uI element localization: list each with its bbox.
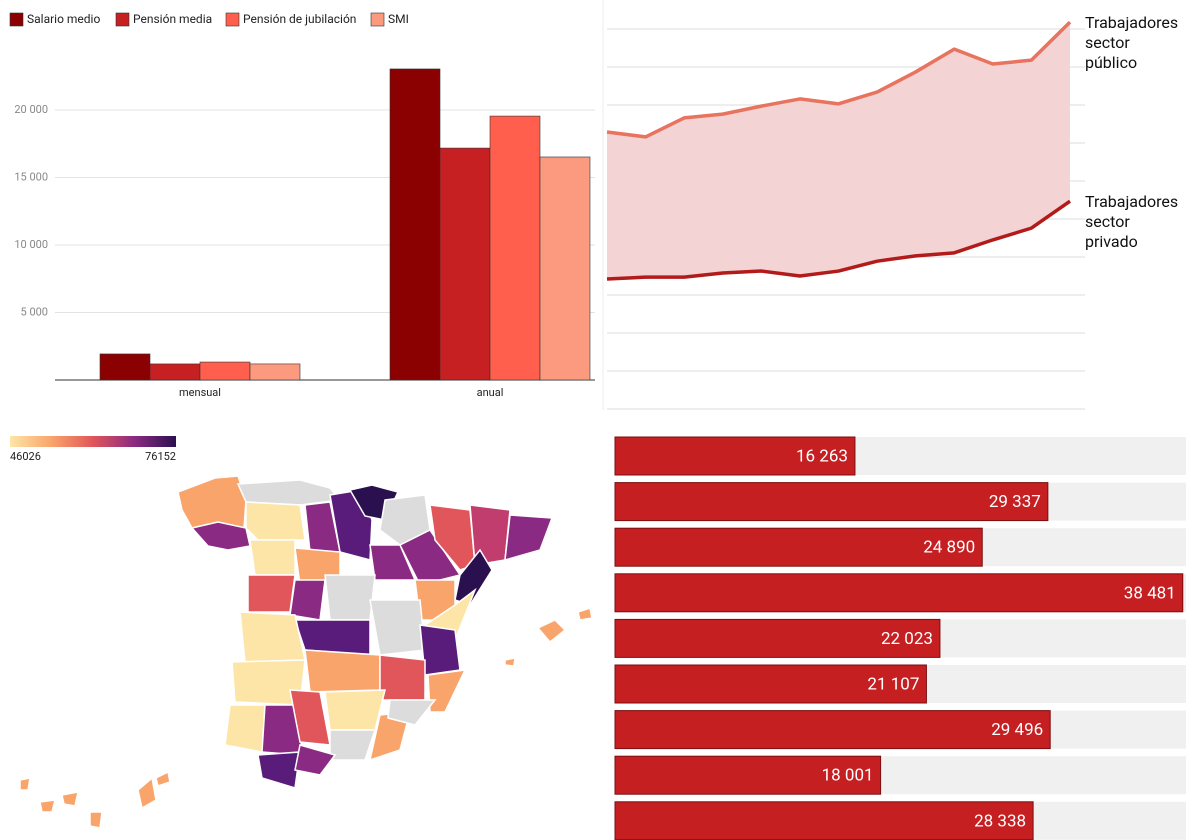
line (606, 20, 1072, 139)
legend-label: Pensión media (133, 12, 212, 26)
region (379, 654, 426, 701)
bar (614, 710, 1051, 750)
bar (614, 436, 856, 476)
y-tick-label: 20 000 (14, 103, 48, 116)
bar (614, 573, 1184, 613)
legend-label: SMI (388, 12, 409, 26)
colorbar-min: 46026 (10, 450, 41, 463)
value-label: 21 107 (867, 674, 919, 694)
region (245, 501, 306, 541)
series-label: Trabajadores sector privado (1085, 192, 1179, 251)
region (324, 574, 376, 621)
region (427, 669, 467, 713)
legend-swatch (9, 12, 24, 27)
region (224, 704, 266, 753)
line (606, 199, 1072, 281)
region (61, 791, 79, 807)
region (324, 689, 386, 731)
x-tick-label: mensual (179, 386, 221, 399)
bar (614, 482, 1049, 522)
colorbar (10, 436, 176, 447)
value-label: 16 263 (796, 446, 848, 466)
legend-label: Pensión de jubilación (243, 12, 356, 26)
region (89, 811, 103, 829)
region (504, 657, 516, 667)
y-tick-label: 5 000 (21, 305, 48, 318)
region (387, 699, 437, 726)
region (249, 539, 296, 576)
region (177, 475, 247, 529)
region (329, 729, 377, 761)
map (19, 475, 593, 829)
region (454, 548, 493, 606)
region (289, 579, 326, 621)
region (257, 751, 301, 789)
series-label: Trabajadores sector público (1085, 13, 1179, 72)
legend-swatch (370, 12, 385, 27)
x-tick-label: anual (477, 386, 504, 399)
value-label: 24 890 (923, 538, 975, 558)
value-label: 18 001 (822, 766, 874, 786)
bar (489, 115, 541, 381)
region (419, 624, 461, 676)
bar (614, 618, 941, 658)
value-label: 29 337 (989, 492, 1041, 512)
bar (539, 156, 591, 381)
legend-swatch (225, 12, 240, 27)
bar (389, 68, 441, 381)
bar (614, 664, 927, 704)
region (577, 607, 593, 621)
value-label: 38 481 (1124, 583, 1176, 603)
region (19, 777, 31, 791)
value-label: 22 023 (881, 629, 933, 649)
bar (99, 353, 151, 381)
bar (199, 361, 251, 381)
bar (614, 755, 882, 795)
region (236, 479, 342, 506)
bar (614, 801, 1034, 840)
region (190, 521, 251, 551)
bar (249, 363, 301, 381)
region (536, 619, 567, 644)
legend-label: Salario medio (27, 12, 100, 26)
region (304, 649, 381, 693)
region (239, 611, 306, 663)
value-label: 29 496 (991, 720, 1043, 740)
region (39, 799, 56, 813)
bar (149, 363, 201, 381)
area-band (607, 22, 1070, 280)
legend-swatch (115, 12, 130, 27)
region (247, 574, 296, 613)
bar (439, 147, 491, 381)
value-label: 28 338 (974, 811, 1026, 831)
y-tick-label: 10 000 (14, 238, 48, 251)
colorbar-max: 76152 (145, 450, 176, 463)
region (504, 514, 554, 562)
bar (614, 527, 983, 567)
region (155, 770, 171, 787)
y-tick-label: 15 000 (14, 170, 48, 183)
region (137, 776, 157, 810)
region (294, 744, 337, 776)
region (369, 599, 426, 656)
